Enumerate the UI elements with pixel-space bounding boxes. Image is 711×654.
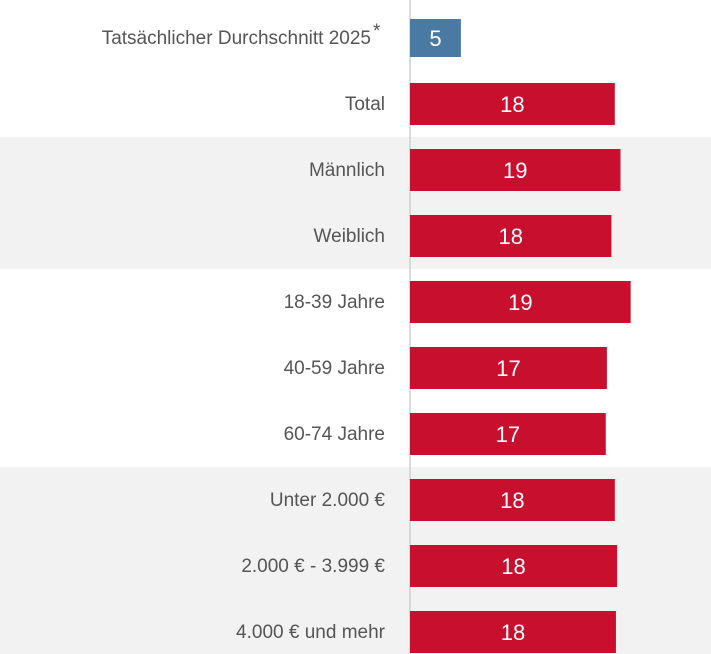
category-label: 18-39 Jahre — [284, 292, 385, 313]
value-label: 18 — [501, 620, 525, 645]
category-label: 2.000 € - 3.999 € — [241, 556, 385, 577]
value-label: 18 — [500, 488, 524, 513]
value-label: 18 — [500, 92, 524, 117]
category-label: Weiblich — [314, 226, 385, 247]
category-label: 40-59 Jahre — [284, 358, 385, 379]
category-label: Tatsächlicher Durchschnitt 2025 — [102, 28, 371, 49]
bar — [410, 215, 612, 257]
bar — [410, 281, 631, 323]
value-label: 19 — [503, 158, 527, 183]
bar — [410, 413, 606, 455]
bar — [410, 611, 616, 653]
bar — [410, 83, 615, 125]
category-label: 60-74 Jahre — [284, 424, 385, 445]
category-label: Total — [345, 94, 385, 115]
category-label: Unter 2.000 € — [270, 490, 386, 511]
value-label: 18 — [501, 554, 525, 579]
bar — [410, 347, 607, 389]
bar — [410, 545, 618, 587]
value-label: 17 — [496, 356, 520, 381]
category-label: Männlich — [309, 160, 385, 181]
bar — [410, 149, 621, 191]
bar — [410, 19, 461, 57]
value-label: 19 — [508, 290, 532, 315]
value-label: 17 — [496, 422, 520, 447]
value-label: 18 — [498, 224, 522, 249]
category-label: 4.000 € und mehr — [236, 622, 386, 643]
footnote-marker: * — [373, 21, 381, 42]
bar — [410, 479, 615, 521]
value-label: 5 — [429, 26, 441, 51]
